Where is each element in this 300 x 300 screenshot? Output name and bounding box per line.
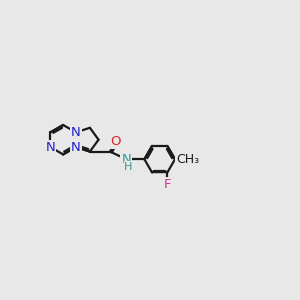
Text: F: F: [164, 178, 171, 190]
Text: N: N: [71, 126, 81, 139]
Text: H: H: [124, 162, 133, 172]
Text: O: O: [111, 135, 121, 148]
Text: N: N: [46, 141, 55, 154]
Text: CH₃: CH₃: [176, 153, 199, 166]
Text: N: N: [71, 141, 81, 154]
Text: N: N: [122, 153, 131, 166]
